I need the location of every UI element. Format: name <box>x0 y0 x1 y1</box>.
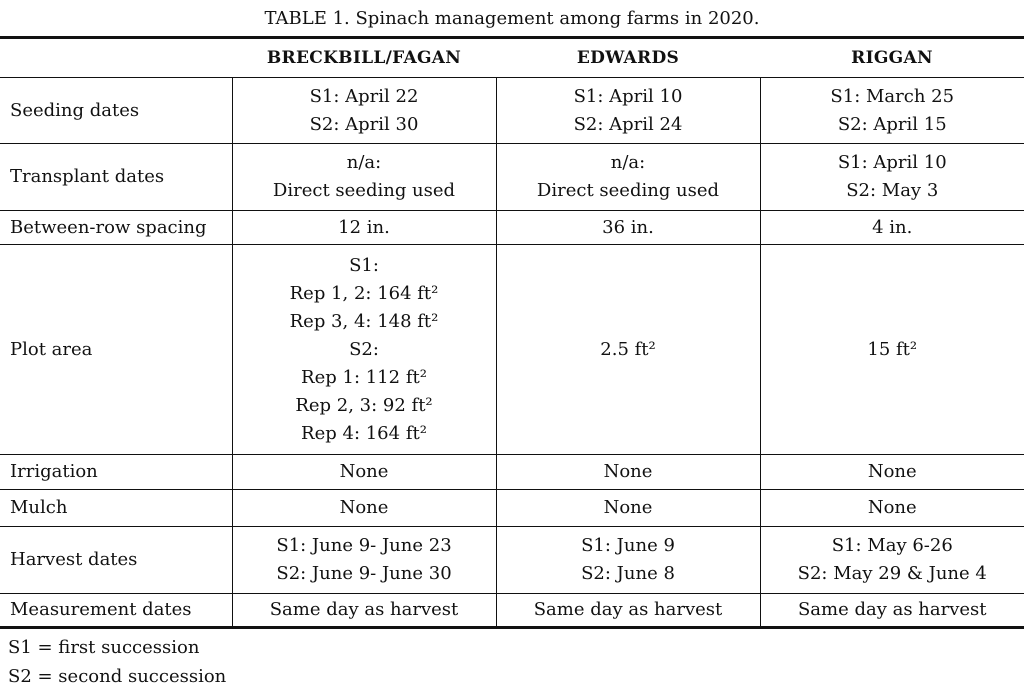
table-cell: 15 ft² <box>759 244 1024 455</box>
cell-line: Same day as harvest <box>533 599 723 620</box>
cell-line: S1: April 22 <box>309 85 419 107</box>
table: BRECKBILL/FAGAN EDWARDS RIGGAN Seeding date… <box>0 36 1024 629</box>
header-cell <box>0 37 232 78</box>
cell-line: Rep 4: 164 ft² <box>301 422 427 444</box>
cell-line: n/a: <box>610 152 646 173</box>
cell-line: 12 in. <box>338 216 390 238</box>
cell-line: S1: April 10 <box>573 85 683 107</box>
footnotes: S1 = first succession S2 = second success… <box>0 629 1024 691</box>
row-label: Irrigation <box>0 454 232 490</box>
cell-line: None <box>603 461 653 482</box>
header-cell: EDWARDS <box>496 37 760 78</box>
cell-line: 36 in. <box>602 216 654 238</box>
table-cell: Same day as harvest <box>759 593 1024 628</box>
table-cell: None <box>759 489 1024 527</box>
footnote: S2 = second succession <box>8 666 227 687</box>
table-cell: None <box>495 489 760 527</box>
cell-line: S1: June 9- June 23 <box>276 535 452 556</box>
table-row: Plot area S1: Rep 1, 2: 164 ft² Rep 3, 4: 1… <box>0 244 1024 455</box>
row-label: Measurement dates <box>0 593 232 628</box>
cell-line: S2: May 29 & June 4 <box>797 563 987 584</box>
table-cell: S1: April 22 S2: April 30 <box>231 77 496 144</box>
table-cell: S1: April 10 S2: May 3 <box>759 143 1024 211</box>
row-label: Plot area <box>0 244 232 455</box>
table-row: Seeding dates S1: April 22 S2: April 30 S1:… <box>0 77 1024 144</box>
row-label: Between-row spacing <box>0 210 232 245</box>
table-cell: 4 in. <box>759 210 1024 245</box>
cell-line: 4 in. <box>872 216 913 238</box>
cell-line: None <box>603 497 653 518</box>
cell-line: Same day as harvest <box>269 599 459 620</box>
cell-line: Rep 1: 112 ft² <box>301 366 427 388</box>
table-row: Between-row spacing 12 in. 36 in. 4 in. <box>0 210 1024 245</box>
table-cell: S1: March 25 S2: April 15 <box>759 77 1024 144</box>
cell-line: S2: April 15 <box>837 113 947 135</box>
table-cell: 12 in. <box>231 210 496 245</box>
footnote: S1 = first succession <box>8 637 200 658</box>
cell-line: S1: March 25 <box>830 85 955 107</box>
table-cell: Same day as harvest <box>231 593 496 628</box>
cell-line: Direct seeding used <box>536 180 720 201</box>
table-cell: None <box>231 489 496 527</box>
cell-line: None <box>867 461 917 482</box>
cell-line: S2: April 24 <box>573 113 683 135</box>
table-row: Transplant dates n/a: Direct seeding used n… <box>0 143 1024 211</box>
table-title: TABLE 1. Spinach management among farms … <box>264 8 760 29</box>
cell-line: None <box>867 497 917 518</box>
cell-line: S1: <box>349 254 379 276</box>
header-cell: BRECKBILL/FAGAN <box>232 37 496 78</box>
row-label: Mulch <box>0 489 232 527</box>
table-cell: S1: May 6-26 S2: May 29 & June 4 <box>759 526 1024 594</box>
header-row: BRECKBILL/FAGAN EDWARDS RIGGAN <box>0 37 1024 78</box>
table-cell: None <box>231 454 496 490</box>
table-row: Measurement dates Same day as harvest Same… <box>0 593 1024 628</box>
table-cell: S1: June 9 S2: June 8 <box>495 526 760 594</box>
cell-line: S1: April 10 <box>837 152 947 173</box>
table-cell: n/a: Direct seeding used <box>231 143 496 211</box>
cell-line: Direct seeding used <box>272 180 456 201</box>
cell-line: S1: June 9 <box>581 535 675 556</box>
row-label: Seeding dates <box>0 77 232 144</box>
cell-line: Rep 3, 4: 148 ft² <box>289 310 439 332</box>
cell-line: S2: June 9- June 30 <box>276 563 452 584</box>
table-cell: None <box>495 454 760 490</box>
cell-line: 15 ft² <box>867 338 918 360</box>
table-row: Irrigation None None None <box>0 454 1024 490</box>
cell-line: None <box>339 497 389 518</box>
cell-line: S2: May 3 <box>846 180 939 201</box>
table-cell: None <box>759 454 1024 490</box>
table-row: Harvest dates S1: June 9- June 23 S2: June… <box>0 526 1024 594</box>
cell-line: Same day as harvest <box>797 599 987 620</box>
table-cell: Same day as harvest <box>495 593 760 628</box>
cell-line: Rep 2, 3: 92 ft² <box>295 394 433 416</box>
table-cell: 2.5 ft² <box>495 244 760 455</box>
table-cell: n/a: Direct seeding used <box>495 143 760 211</box>
cell-line: None <box>339 461 389 482</box>
cell-line: Rep 1, 2: 164 ft² <box>289 282 439 304</box>
table-cell: S1: April 10 S2: April 24 <box>495 77 760 144</box>
cell-line: 2.5 ft² <box>600 338 656 360</box>
cell-line: n/a: <box>346 152 382 173</box>
cell-line: S2: June 8 <box>581 563 675 584</box>
table-row: Mulch None None None <box>0 489 1024 527</box>
table-cell: S1: June 9- June 23 S2: June 9- June 30 <box>231 526 496 594</box>
row-label: Transplant dates <box>0 143 232 211</box>
cell-line: S2: April 30 <box>309 113 419 135</box>
row-label: Harvest dates <box>0 526 232 594</box>
header-cell: RIGGAN <box>760 37 1024 78</box>
cell-line: S2: <box>349 338 379 360</box>
cell-line: S1: May 6-26 <box>831 535 953 556</box>
table-cell: S1: Rep 1, 2: 164 ft² Rep 3, 4: 148 ft² S2:… <box>231 244 496 455</box>
table-cell: 36 in. <box>495 210 760 245</box>
